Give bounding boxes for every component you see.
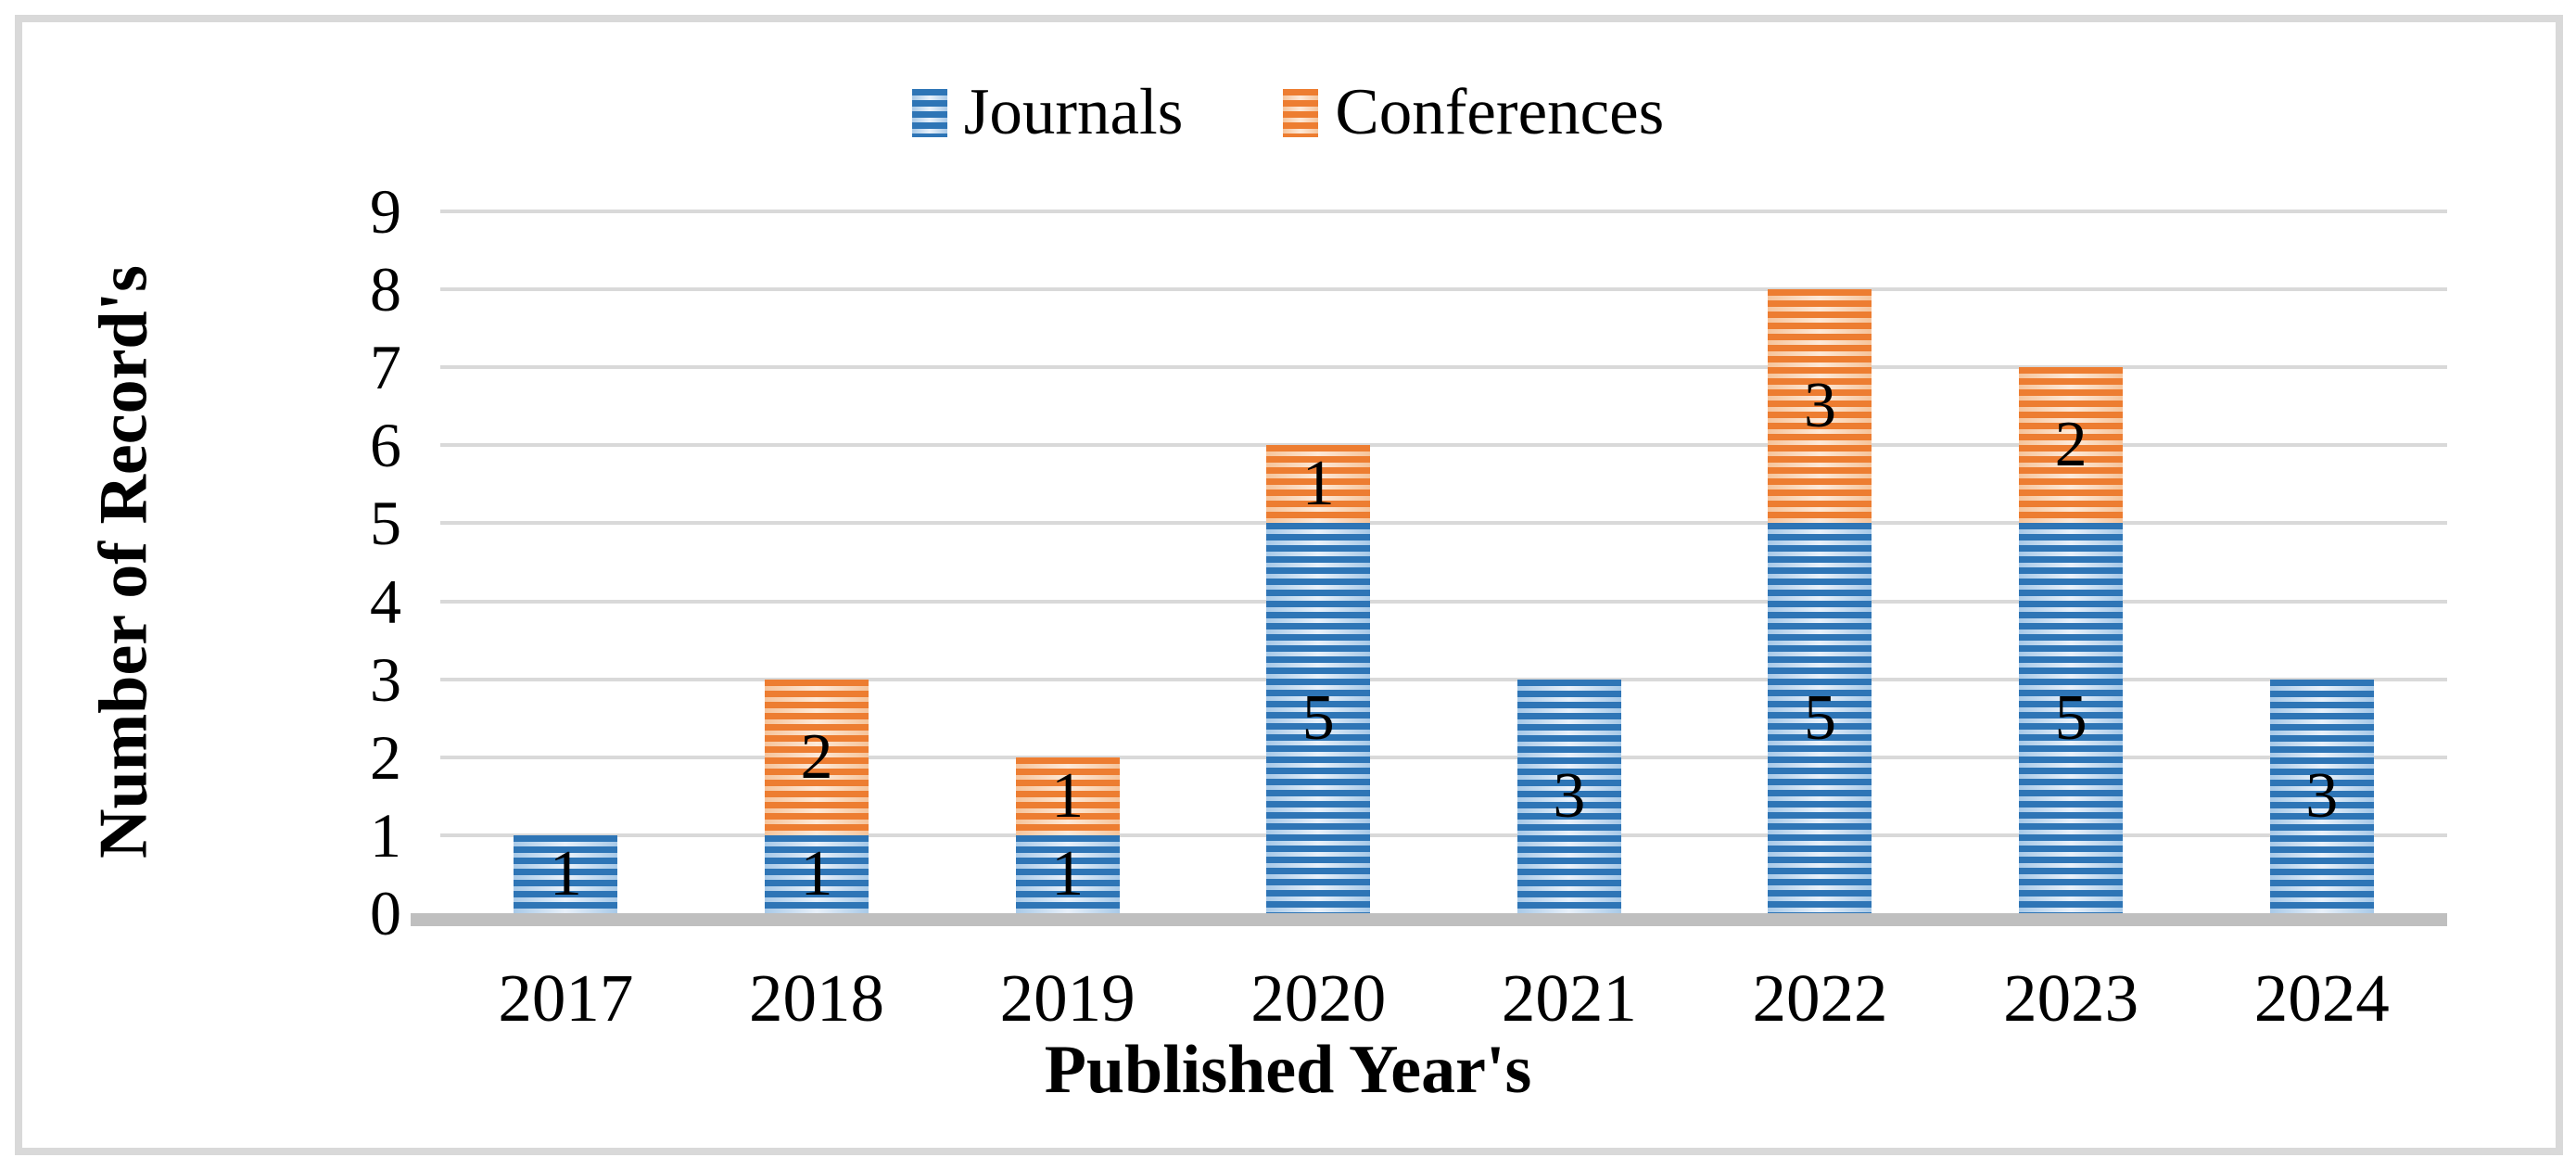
y-tick-label-0: 0	[370, 878, 401, 948]
y-tick-label-9: 9	[370, 176, 401, 247]
x-tick-label-2023: 2023	[2003, 960, 2139, 1036]
bar-value-label: 5	[2054, 681, 2087, 754]
legend-label-journals: Journals	[963, 76, 1184, 148]
legend-item-conferences: Conferences	[1283, 80, 1664, 146]
x-tick-label-2024: 2024	[2253, 960, 2390, 1036]
bar-segment-conferences-2019: 1	[1015, 757, 1120, 835]
bar-value-label: 5	[1803, 681, 1836, 754]
bar-segment-journals-2018: 1	[764, 834, 869, 913]
legend-label-conferences: Conferences	[1335, 76, 1665, 148]
x-tick-label-2021: 2021	[1501, 960, 1637, 1036]
x-tick-label-2018: 2018	[748, 960, 884, 1036]
gridline-4	[440, 599, 2447, 604]
gridline-6	[440, 443, 2447, 448]
bar-segment-conferences-2023: 2	[2019, 367, 2124, 524]
bar-segment-conferences-2018: 2	[764, 679, 869, 835]
bar-value-label: 2	[800, 720, 833, 793]
journals-swatch-icon	[911, 88, 947, 137]
x-tick-label-2020: 2020	[1250, 960, 1387, 1036]
x-tick-label-2019: 2019	[999, 960, 1136, 1036]
bar-segment-conferences-2020: 1	[1266, 445, 1371, 524]
x-tick-label-2017: 2017	[498, 960, 634, 1036]
gridline-8	[440, 287, 2447, 292]
y-axis-title: Number of Record's	[85, 265, 162, 858]
bar-value-label: 3	[1803, 370, 1836, 442]
y-tick-label-4: 4	[370, 566, 401, 637]
bar-segment-conferences-2022: 3	[1768, 289, 1872, 524]
bar-segment-journals-2021: 3	[1516, 679, 1621, 913]
bar-value-label: 5	[1301, 681, 1335, 754]
bar-value-label: 1	[549, 837, 582, 909]
conferences-swatch-icon	[1283, 88, 1319, 137]
x-tick-label-2022: 2022	[1752, 960, 1888, 1036]
y-tick-label-8: 8	[370, 254, 401, 325]
chart-legend: Journals Conferences	[0, 80, 2576, 146]
bar-value-label: 3	[1553, 759, 1586, 832]
y-tick-label-6: 6	[370, 410, 401, 481]
bar-segment-journals-2023: 5	[2019, 523, 2124, 913]
y-tick-label-5: 5	[370, 488, 401, 559]
y-tick-label-7: 7	[370, 332, 401, 403]
bar-value-label: 1	[1051, 837, 1085, 909]
bar-value-label: 3	[2305, 759, 2339, 832]
gridline-5	[440, 521, 2447, 526]
y-tick-label-1: 1	[370, 799, 401, 871]
y-tick-label-3: 3	[370, 643, 401, 715]
bar-segment-journals-2020: 5	[1266, 523, 1371, 913]
bar-segment-journals-2019: 1	[1015, 834, 1120, 913]
gridline-9	[440, 210, 2447, 213]
bar-segment-journals-2024: 3	[2269, 679, 2374, 913]
gridline-3	[440, 677, 2447, 681]
bar-value-label: 1	[1051, 759, 1085, 832]
gridline-1	[440, 833, 2447, 837]
bar-value-label: 2	[2054, 409, 2087, 481]
gridline-2	[440, 755, 2447, 759]
gridline-7	[440, 365, 2447, 370]
y-tick-label-2: 2	[370, 721, 401, 793]
bar-segment-journals-2017: 1	[514, 834, 618, 913]
bar-segment-journals-2022: 5	[1768, 523, 1872, 913]
legend-item-journals: Journals	[911, 76, 1184, 148]
bar-value-label: 1	[1301, 448, 1335, 520]
bar-value-label: 1	[800, 837, 833, 909]
x-axis-title: Published Year's	[1044, 1032, 1532, 1108]
x-axis-line	[411, 913, 2447, 926]
